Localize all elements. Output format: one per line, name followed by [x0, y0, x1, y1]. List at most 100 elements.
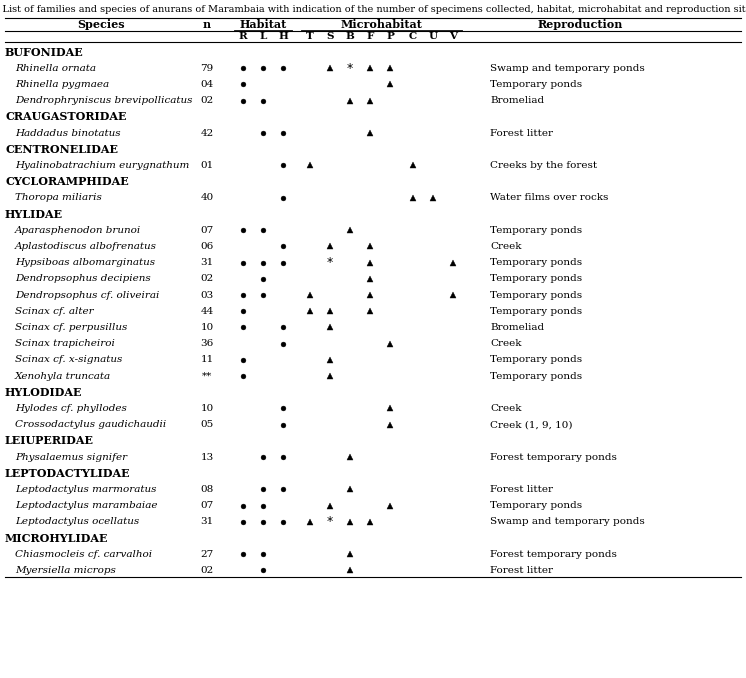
Text: n: n [203, 19, 211, 30]
Text: 04: 04 [201, 80, 213, 89]
Text: 06: 06 [201, 242, 213, 251]
Text: 31: 31 [201, 517, 213, 526]
Text: Leptodactylus marambaiae: Leptodactylus marambaiae [15, 501, 157, 510]
Text: Swamp and temporary ponds: Swamp and temporary ponds [490, 517, 645, 526]
Text: Thoropa miliaris: Thoropa miliaris [15, 193, 102, 202]
Text: Scinax trapicheiroi: Scinax trapicheiroi [15, 339, 115, 348]
Text: Temporary ponds: Temporary ponds [490, 306, 582, 316]
Text: Creek: Creek [490, 404, 521, 413]
Text: Physalaemus signifer: Physalaemus signifer [15, 452, 127, 462]
Text: Aparasphenodon brunoi: Aparasphenodon brunoi [15, 226, 141, 235]
Text: Creek: Creek [490, 339, 521, 348]
Text: Rhinella ornata: Rhinella ornata [15, 64, 96, 73]
Text: Leptodactylus marmoratus: Leptodactylus marmoratus [15, 485, 157, 494]
Text: Water films over rocks: Water films over rocks [490, 193, 609, 202]
Text: Xenohyla truncata: Xenohyla truncata [15, 372, 111, 380]
Text: Temporary ponds: Temporary ponds [490, 501, 582, 510]
Text: HYLODIDAE: HYLODIDAE [5, 386, 83, 398]
Text: Species: Species [77, 19, 125, 30]
Text: 07: 07 [201, 226, 213, 235]
Text: Myersiella microps: Myersiella microps [15, 566, 116, 575]
Text: V: V [449, 32, 457, 41]
Text: Temporary ponds: Temporary ponds [490, 258, 582, 267]
Text: 42: 42 [201, 129, 213, 138]
Text: CENTRONELIDAE: CENTRONELIDAE [5, 144, 118, 155]
Text: Reproduction: Reproduction [537, 19, 623, 30]
Text: Scinax cf. alter: Scinax cf. alter [15, 306, 94, 316]
Text: Creek (1, 9, 10): Creek (1, 9, 10) [490, 420, 572, 429]
Text: 36: 36 [201, 339, 213, 348]
Text: Creek: Creek [490, 242, 521, 251]
Text: Forest litter: Forest litter [490, 485, 553, 494]
Text: Dendrophryniscus brevipollicatus: Dendrophryniscus brevipollicatus [15, 96, 192, 105]
Text: Creeks by the forest: Creeks by the forest [490, 161, 597, 170]
Text: 01: 01 [201, 161, 213, 170]
Text: R: R [239, 32, 248, 41]
Text: HYLIDAE: HYLIDAE [5, 209, 63, 220]
Text: CRAUGASTORIDAE: CRAUGASTORIDAE [5, 111, 127, 122]
Text: Aplastodiscus albofrenatus: Aplastodiscus albofrenatus [15, 242, 157, 251]
Text: Temporary ponds: Temporary ponds [490, 355, 582, 364]
Text: Temporary ponds: Temporary ponds [490, 372, 582, 380]
Text: S: S [326, 32, 333, 41]
Text: *: * [347, 62, 353, 75]
Text: Leptodactylus ocellatus: Leptodactylus ocellatus [15, 517, 140, 526]
Text: 27: 27 [201, 550, 213, 559]
Text: BUFONIDAE: BUFONIDAE [5, 47, 84, 58]
Text: T: T [306, 32, 314, 41]
Text: 79: 79 [201, 64, 213, 73]
Text: LEIUPERIDAE: LEIUPERIDAE [5, 435, 94, 446]
Text: 40: 40 [201, 193, 213, 202]
Text: 10: 10 [201, 323, 213, 332]
Text: B: B [345, 32, 354, 41]
Text: Temporary ponds: Temporary ponds [490, 275, 582, 283]
Text: Scinax cf. perpusillus: Scinax cf. perpusillus [15, 323, 128, 332]
Text: *: * [327, 515, 333, 528]
Text: LEPTODACTYLIDAE: LEPTODACTYLIDAE [5, 468, 131, 479]
Text: 05: 05 [201, 420, 213, 429]
Text: H: H [278, 32, 288, 41]
Text: Hyalinobatrachium eurygnathum: Hyalinobatrachium eurygnathum [15, 161, 189, 170]
Text: 02: 02 [201, 275, 213, 283]
Text: Rhinella pygmaea: Rhinella pygmaea [15, 80, 109, 89]
Text: Swamp and temporary ponds: Swamp and temporary ponds [490, 64, 645, 73]
Text: CYCLORAMPHIDAE: CYCLORAMPHIDAE [5, 176, 129, 187]
Text: Temporary ponds: Temporary ponds [490, 80, 582, 89]
Text: Temporary ponds: Temporary ponds [490, 291, 582, 300]
Text: Hylodes cf. phyllodes: Hylodes cf. phyllodes [15, 404, 127, 413]
Text: 02: 02 [201, 96, 213, 105]
Text: P: P [386, 32, 394, 41]
Text: Table 1. List of families and species of anurans of Marambaia with indication of: Table 1. List of families and species of… [0, 5, 746, 14]
Text: 31: 31 [201, 258, 213, 267]
Text: MICROHYLIDAE: MICROHYLIDAE [5, 532, 108, 544]
Text: F: F [366, 32, 374, 41]
Text: 44: 44 [201, 306, 213, 316]
Text: 13: 13 [201, 452, 213, 462]
Text: L: L [260, 32, 266, 41]
Text: U: U [428, 32, 438, 41]
Text: 11: 11 [201, 355, 213, 364]
Text: Microhabitat: Microhabitat [341, 19, 422, 30]
Text: Forest temporary ponds: Forest temporary ponds [490, 550, 617, 559]
Text: Scinax cf. x-signatus: Scinax cf. x-signatus [15, 355, 122, 364]
Text: Forest litter: Forest litter [490, 129, 553, 138]
Text: 10: 10 [201, 404, 213, 413]
Text: Hypsiboas albomarginatus: Hypsiboas albomarginatus [15, 258, 155, 267]
Text: Temporary ponds: Temporary ponds [490, 226, 582, 235]
Text: Crossodactylus gaudichaudii: Crossodactylus gaudichaudii [15, 420, 166, 429]
Text: 03: 03 [201, 291, 213, 300]
Text: Chiasmocleis cf. carvalhoi: Chiasmocleis cf. carvalhoi [15, 550, 152, 559]
Text: Forest temporary ponds: Forest temporary ponds [490, 452, 617, 462]
Text: 02: 02 [201, 566, 213, 575]
Text: Bromeliad: Bromeliad [490, 323, 544, 332]
Text: *: * [327, 256, 333, 269]
Text: C: C [409, 32, 417, 41]
Text: Dendropsophus cf. oliveirai: Dendropsophus cf. oliveirai [15, 291, 160, 300]
Text: Bromeliad: Bromeliad [490, 96, 544, 105]
Text: Haddadus binotatus: Haddadus binotatus [15, 129, 121, 138]
Text: Forest litter: Forest litter [490, 566, 553, 575]
Text: **: ** [202, 372, 212, 380]
Text: Dendropsophus decipiens: Dendropsophus decipiens [15, 275, 151, 283]
Text: 07: 07 [201, 501, 213, 510]
Text: 08: 08 [201, 485, 213, 494]
